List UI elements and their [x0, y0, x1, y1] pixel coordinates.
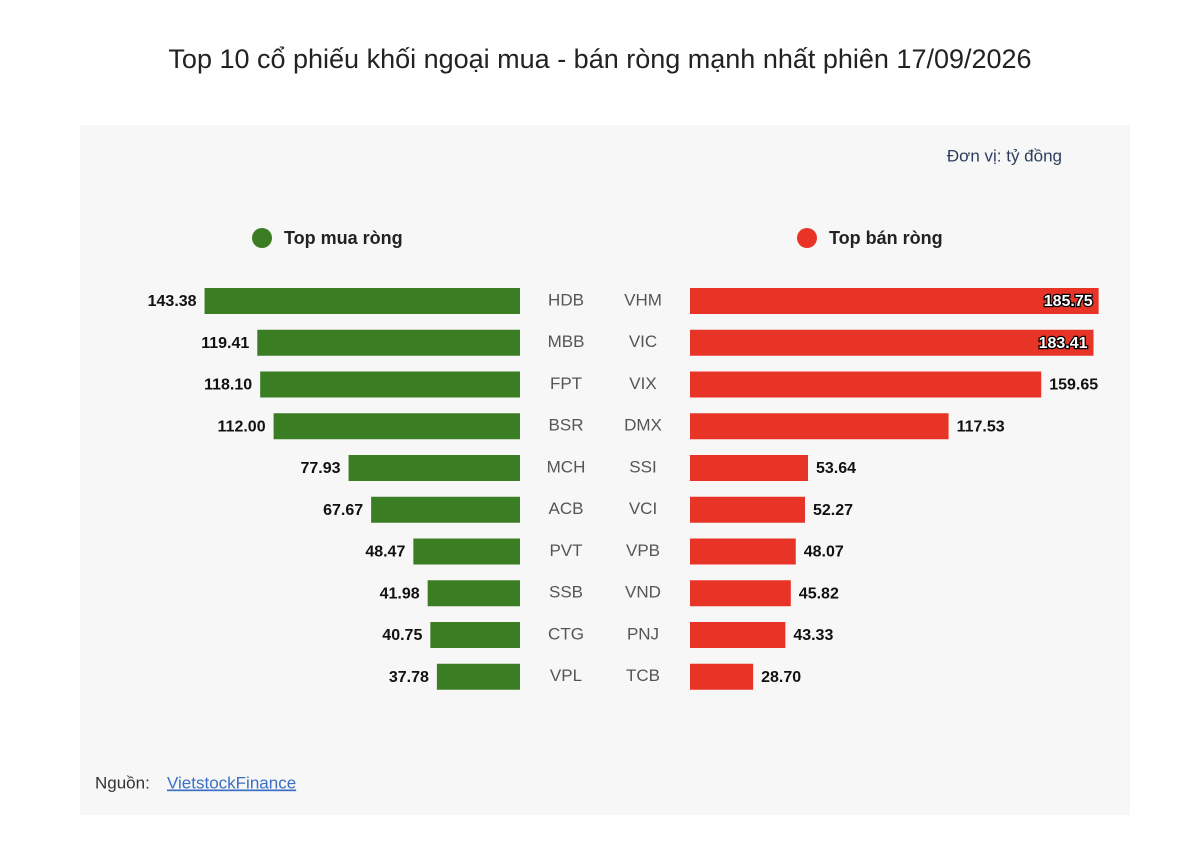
category-label: SSI — [629, 457, 656, 476]
bar — [257, 329, 520, 356]
value-label: 53.64 — [816, 460, 856, 477]
bar — [348, 455, 520, 481]
category-label: VIX — [629, 374, 656, 393]
value-label: 119.41 — [201, 335, 249, 352]
category-label: DMX — [624, 416, 662, 435]
category-label: TCB — [626, 666, 660, 685]
value-label: 45.82 — [799, 585, 839, 602]
bar — [273, 413, 520, 440]
bar — [690, 288, 1099, 314]
bar — [690, 413, 949, 440]
category-label: VHM — [624, 290, 662, 309]
legend-marker — [797, 228, 817, 248]
bar — [690, 329, 1094, 356]
value-label: 43.33 — [793, 627, 833, 644]
category-label: ACB — [549, 499, 584, 518]
bar — [690, 496, 805, 523]
category-label: VPB — [626, 541, 660, 560]
value-label: 159.65 — [1049, 377, 1098, 394]
legend-label: Top mua ròng — [284, 228, 403, 248]
value-label: 28.70 — [761, 669, 801, 686]
chart-title: Top 10 cổ phiếu khối ngoại mua - bán ròn… — [168, 44, 1032, 74]
bar — [436, 663, 520, 690]
value-label: 40.75 — [382, 627, 422, 644]
category-label: FPT — [550, 374, 582, 393]
value-label: 41.98 — [380, 585, 420, 602]
bar — [430, 622, 520, 648]
panel — [80, 125, 1130, 815]
category-label: PNJ — [627, 624, 659, 643]
legend-marker — [252, 228, 272, 248]
value-label: 143.38 — [148, 293, 197, 310]
bar — [371, 496, 520, 523]
category-label: HDB — [548, 290, 584, 309]
category-label: MBB — [548, 332, 585, 351]
bar — [690, 663, 754, 690]
bar — [204, 288, 520, 314]
bar — [690, 538, 796, 565]
category-label: VCI — [629, 499, 657, 518]
value-label: 52.27 — [813, 502, 853, 519]
bar — [690, 371, 1042, 398]
value-label: 183.41 — [1039, 335, 1088, 352]
bar — [427, 580, 520, 607]
category-label: VIC — [629, 332, 657, 351]
value-label: 117.53 — [957, 418, 1005, 435]
category-label: VPL — [550, 666, 582, 685]
bar — [690, 622, 786, 648]
source-label: Nguồn: — [95, 773, 150, 792]
value-label: 48.47 — [365, 544, 405, 561]
value-label: 77.93 — [301, 460, 341, 477]
category-label: CTG — [548, 624, 584, 643]
category-label: SSB — [549, 583, 583, 602]
category-label: BSR — [549, 416, 584, 435]
value-label: 118.10 — [204, 377, 252, 394]
unit: Đơn vị: tỷ đồng — [947, 146, 1062, 165]
value-label: 48.07 — [804, 544, 844, 561]
value-label: 67.67 — [323, 502, 363, 519]
category-label: VND — [625, 583, 661, 602]
source-link[interactable]: VietstockFinance — [167, 773, 296, 792]
category-label: MCH — [547, 457, 586, 476]
bar — [690, 455, 809, 481]
bar — [413, 538, 520, 565]
value-label: 112.00 — [218, 418, 266, 435]
value-label: 37.78 — [389, 669, 429, 686]
bar — [690, 580, 791, 607]
bar — [260, 371, 520, 398]
value-label: 185.75 — [1044, 293, 1093, 310]
category-label: PVT — [549, 541, 582, 560]
legend-label: Top bán ròng — [829, 228, 943, 248]
